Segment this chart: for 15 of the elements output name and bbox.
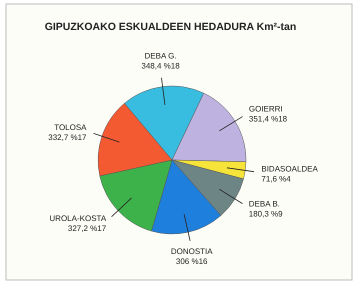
slice-label: UROLA-KOSTA <box>49 214 107 223</box>
data-label: 351,4 %18 <box>248 114 288 124</box>
data-label: 332,7 %17 <box>48 132 88 142</box>
slice-label: GOIERRI <box>248 104 283 114</box>
slice-label: BIDASOALDEA <box>261 164 319 174</box>
data-label: 327,2 %17 <box>68 224 107 233</box>
slice-label: TOLOSA <box>54 122 88 132</box>
slice-label: DEBA B. <box>248 199 280 208</box>
data-label: 180,3 %9 <box>248 209 284 218</box>
slice-label: DEBA G. <box>144 51 177 60</box>
slice-label: DONOSTIA <box>170 247 214 256</box>
chart-title: GIPUZKOAKO ESKUALDEEN HEDADURA Km²-tan <box>44 21 296 33</box>
data-label: 306 %16 <box>176 257 208 266</box>
data-label: 348,4 %18 <box>141 61 180 70</box>
data-label: 71,6 %4 <box>261 174 292 184</box>
